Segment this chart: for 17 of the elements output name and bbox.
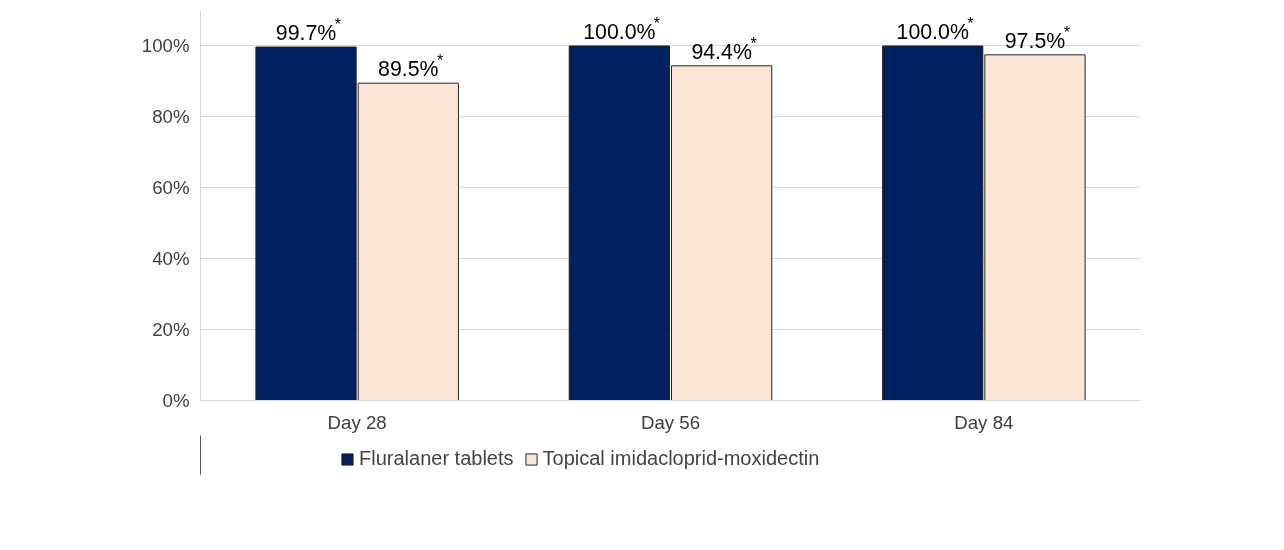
y-tick-label: 60% [152, 177, 190, 199]
x-tick-label: Day 28 [327, 411, 387, 433]
data-label: 94.4%* [691, 34, 757, 64]
legend-label: Fluralaner tablets [359, 447, 514, 470]
legend-label: Topical imidacloprid-moxidectin [542, 447, 820, 470]
data-label: 100.0%* [583, 14, 661, 44]
y-tick-label: 20% [152, 319, 190, 341]
x-tick-label: Day 56 [640, 411, 701, 433]
y-tick-label: 40% [152, 248, 190, 270]
x-tick-label: Day 84 [954, 411, 1014, 433]
y-tick-label: 0% [162, 390, 190, 411]
y-tick-label: 80% [152, 106, 190, 128]
y-tick-label: 100% [141, 35, 190, 57]
data-label: 100.0%* [896, 14, 974, 44]
data-label: 99.7%* [275, 16, 342, 46]
data-label: 89.5%* [378, 52, 444, 82]
data-label: 97.5%* [1004, 23, 1070, 53]
